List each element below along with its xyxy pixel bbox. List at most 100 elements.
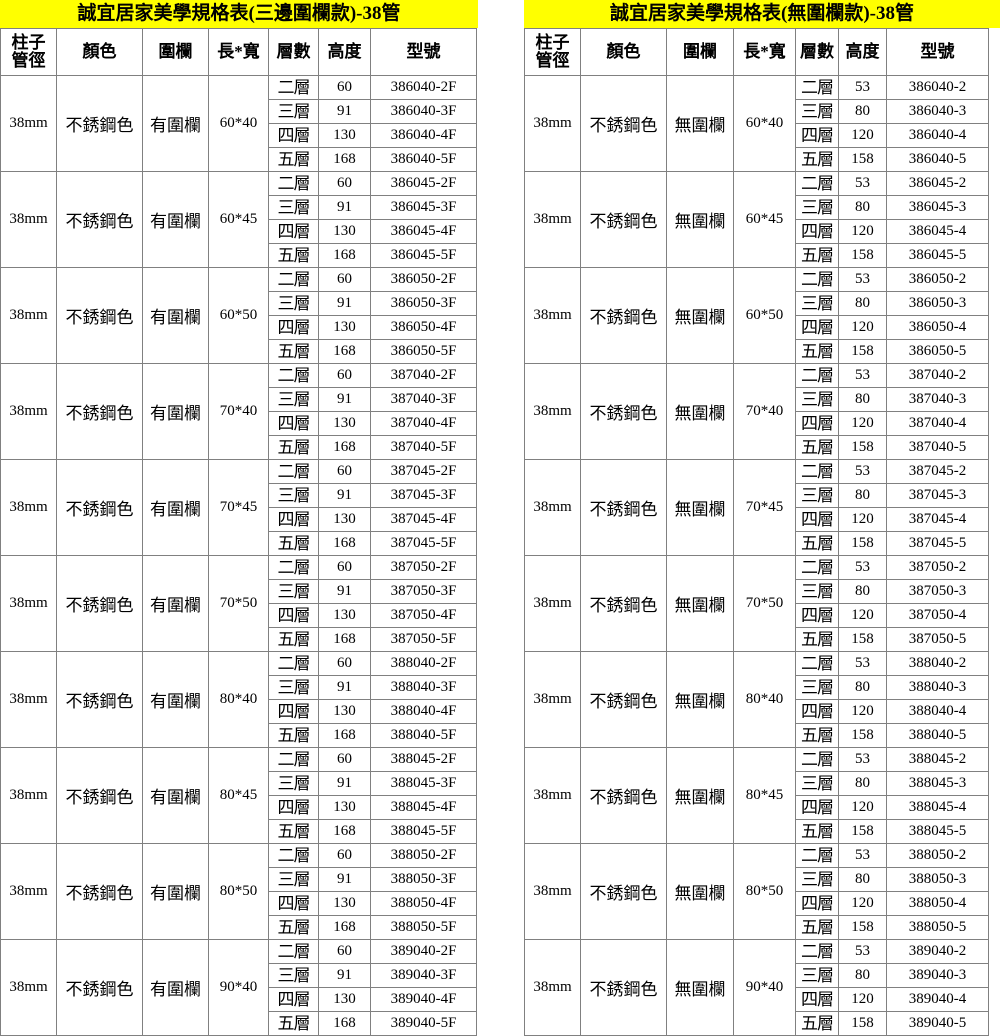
table-row: 三層 80 386040-3: [525, 99, 989, 124]
cell-height: 168: [318, 627, 371, 652]
cell-model: 388040-2: [886, 651, 989, 676]
cell-height: 53: [838, 651, 887, 676]
table-row: 38mm 不銹鋼色 無圍欄 60*40 二層 53 386040-2: [524, 75, 989, 172]
cell-fence: 有圍欄: [142, 939, 209, 1036]
cell-layer: 二層: [268, 747, 319, 772]
cell-layer: 三層: [795, 867, 839, 892]
cell-height: 130: [318, 507, 371, 532]
cell-layer: 三層: [268, 195, 319, 220]
cell-height: 158: [838, 435, 887, 460]
cell-pipe-diameter: 38mm: [524, 75, 581, 172]
cell-dimension: 80*45: [208, 747, 269, 844]
cell-height: 168: [318, 1011, 371, 1036]
cell-height: 91: [318, 483, 371, 508]
cell-model: 388040-4F: [370, 699, 477, 724]
cell-layer: 四層: [795, 987, 839, 1012]
cell-height: 80: [838, 963, 887, 988]
cell-pipe-diameter: 38mm: [0, 651, 57, 748]
cell-height: 130: [318, 795, 371, 820]
cell-height: 80: [838, 675, 887, 700]
cell-color: 不銹鋼色: [56, 555, 143, 652]
cell-height: 53: [838, 843, 887, 868]
cell-model: 387040-4F: [370, 411, 477, 436]
cell-model: 386040-2: [886, 75, 989, 100]
cell-model: 388045-3F: [370, 771, 477, 796]
table-title-three-side-fence: 誠宜居家美學規格表(三邊圍欄款)-38管: [0, 0, 478, 28]
cell-pipe-diameter: 38mm: [0, 555, 57, 652]
cell-layer: 四層: [268, 891, 319, 916]
cell-layer: 五層: [795, 915, 839, 940]
cell-dimension: 70*40: [733, 363, 796, 460]
cell-fence: 無圍欄: [666, 651, 734, 748]
cell-height: 91: [318, 867, 371, 892]
table-row: 三層 80 387040-3: [525, 387, 989, 412]
cell-height: 158: [838, 243, 887, 268]
cell-model: 388045-5F: [370, 819, 477, 844]
cell-model: 386050-5F: [370, 339, 477, 364]
cell-pipe-diameter: 38mm: [524, 651, 581, 748]
spec-table-no-fence: 柱子 管徑 顏色 圍欄 長*寬 層數 高度 型號 38mm 不銹鋼色 無圍欄 60*4…: [524, 28, 989, 1036]
cell-layer: 三層: [268, 771, 319, 796]
cell-fence: 無圍欄: [666, 459, 734, 556]
cell-model: 388040-2F: [370, 651, 477, 676]
cell-height: 60: [318, 75, 371, 100]
table-row: 五層 158 386040-5: [525, 147, 989, 172]
table-row: 三層 80 387050-3: [525, 579, 989, 604]
cell-height: 80: [838, 579, 887, 604]
cell-pipe-diameter: 38mm: [0, 459, 57, 556]
cell-model: 386040-5: [886, 147, 989, 172]
cell-model: 387040-2: [886, 363, 989, 388]
cell-height: 130: [318, 411, 371, 436]
cell-color: 不銹鋼色: [580, 363, 667, 460]
cell-model: 388050-4F: [370, 891, 477, 916]
cell-height: 158: [838, 915, 887, 940]
cell-pipe-diameter: 38mm: [0, 939, 57, 1036]
cell-fence: 有圍欄: [142, 75, 209, 172]
cell-height: 168: [318, 723, 371, 748]
cell-fence: 無圍欄: [666, 75, 734, 172]
cell-dimension: 70*50: [733, 555, 796, 652]
table-row: 38mm 不銹鋼色 無圍欄 80*50 二層 53 388050-2: [524, 843, 989, 940]
cell-fence: 有圍欄: [142, 651, 209, 748]
cell-layer: 四層: [795, 219, 839, 244]
table-row: 五層 158 386045-5: [525, 243, 989, 268]
cell-layer: 四層: [795, 795, 839, 820]
column-header-pipe-diameter: 柱子 管徑: [0, 28, 57, 76]
cell-fence: 有圍欄: [142, 363, 209, 460]
cell-fence: 無圍欄: [666, 267, 734, 364]
cell-pipe-diameter: 38mm: [0, 267, 57, 364]
cell-layer: 四層: [795, 507, 839, 532]
cell-dimension: 80*50: [733, 843, 796, 940]
table-row: 38mm 不銹鋼色 無圍欄 80*40 二層 53 388040-2: [524, 651, 989, 748]
cell-model: 386045-2: [886, 171, 989, 196]
cell-height: 120: [838, 699, 887, 724]
cell-layer: 三層: [795, 195, 839, 220]
pipe-diameter-line1: 柱子: [535, 32, 570, 52]
table-row: 三層 91 389040-3F: [1, 963, 477, 988]
cell-height: 168: [318, 531, 371, 556]
column-header-pipe-diameter: 柱子 管徑: [524, 28, 581, 76]
cell-layer: 三層: [795, 387, 839, 412]
column-header-color: 顏色: [56, 28, 143, 76]
table-row: 五層 168 388050-5F: [1, 915, 477, 940]
cell-height: 120: [838, 123, 887, 148]
cell-height: 158: [838, 819, 887, 844]
cell-model: 387050-2F: [370, 555, 477, 580]
table-row: 38mm 不銹鋼色 有圍欄 80*45 二層 60 388045-2F: [0, 747, 477, 844]
cell-model: 388040-3F: [370, 675, 477, 700]
cell-layer: 五層: [795, 627, 839, 652]
cell-layer: 三層: [795, 579, 839, 604]
cell-height: 130: [318, 987, 371, 1012]
cell-height: 120: [838, 603, 887, 628]
pipe-diameter-line2: 管徑: [11, 51, 46, 70]
cell-height: 60: [318, 363, 371, 388]
cell-model: 387040-4: [886, 411, 989, 436]
cell-height: 91: [318, 963, 371, 988]
cell-dimension: 60*40: [733, 75, 796, 172]
cell-model: 387050-3F: [370, 579, 477, 604]
cell-height: 60: [318, 171, 371, 196]
table-row: 38mm 不銹鋼色 有圍欄 70*50 二層 60 387050-2F: [0, 555, 477, 652]
cell-layer: 二層: [795, 843, 839, 868]
cell-pipe-diameter: 38mm: [0, 171, 57, 268]
cell-pipe-diameter: 38mm: [524, 171, 581, 268]
